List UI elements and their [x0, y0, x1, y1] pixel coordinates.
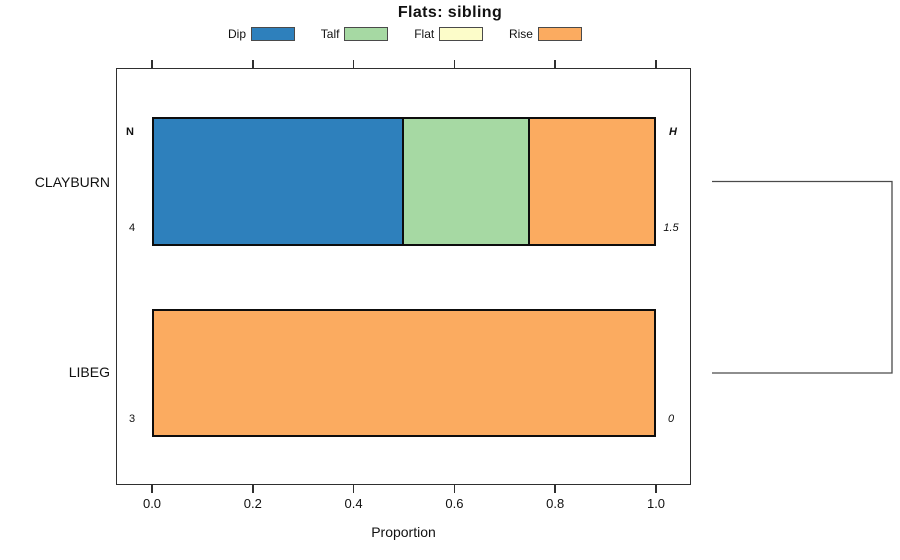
annotation-n-clayburn: 4 [128, 222, 136, 234]
x-axis-tick-mark [252, 60, 254, 68]
annotation-h-header: H [669, 126, 677, 138]
legend-item-flat: Flat [414, 27, 484, 41]
x-tick-1.0: 1.0 [646, 496, 666, 511]
legend-item-dip: Dip [228, 27, 296, 41]
x-axis-tick-mark [352, 485, 355, 493]
x-axis-title: Proportion [371, 524, 436, 540]
annotation-h-clayburn: 1.5 [663, 222, 679, 234]
chart-title: Flats: sibling [397, 4, 503, 21]
legend-label-flat: Flat [414, 27, 435, 41]
legend-swatch-talf [344, 27, 389, 41]
y-axis-label-clayburn: CLAYBURN [34, 174, 110, 190]
legend-item-talf: Talf [321, 27, 389, 41]
x-tick-0.2: 0.2 [243, 496, 262, 511]
legend-swatch-rise [537, 27, 582, 41]
x-axis-tick-mark [554, 60, 556, 68]
x-tick-0.6: 0.6 [445, 496, 464, 511]
x-tick-0.8: 0.8 [546, 496, 565, 511]
x-axis-tick-mark [252, 485, 254, 493]
bar-segment-talf [404, 119, 530, 244]
x-axis-tick-mark [655, 485, 657, 493]
bar-clayburn [152, 117, 656, 246]
legend-label-dip: Dip [228, 27, 247, 41]
x-axis-tick-mark [453, 485, 456, 493]
x-axis-tick-mark [554, 485, 556, 493]
bar-segment-dip [154, 119, 404, 244]
bar-segment-rise [154, 311, 654, 435]
legend-swatch-flat [439, 27, 484, 41]
legend: Dip Talf Flat Rise [228, 25, 582, 43]
x-axis-tick-mark [655, 60, 657, 68]
legend-label-rise: Rise [508, 27, 533, 41]
annotation-n-libeg: 3 [128, 413, 136, 425]
x-axis-tick-mark [151, 485, 153, 493]
x-tick-0.0: 0.0 [142, 496, 162, 511]
bar-libeg [152, 309, 656, 437]
bar-segment-rise [530, 119, 654, 244]
legend-item-rise: Rise [509, 27, 582, 41]
x-axis-tick-mark [151, 60, 153, 68]
x-tick-0.4: 0.4 [344, 496, 363, 511]
legend-label-talf: Talf [320, 27, 340, 41]
y-axis-label-libeg: LIBEG [68, 364, 110, 380]
x-axis-tick-mark [453, 60, 456, 68]
annotation-n-header: N [126, 126, 134, 138]
x-axis-tick-mark [352, 60, 355, 68]
annotation-h-libeg: 0 [667, 413, 675, 425]
legend-swatch-dip [251, 27, 296, 41]
